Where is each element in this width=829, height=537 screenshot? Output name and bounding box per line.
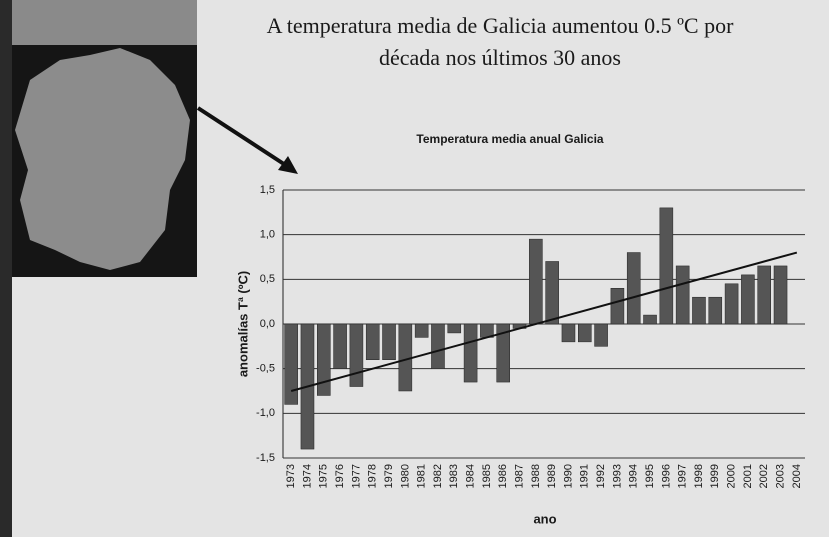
slide-title: A temperatura media de Galicia aumentou … [267,13,735,38]
x-tick-label: 2000 [726,464,738,488]
x-tick-label: 1991 [579,464,591,488]
bar [546,261,559,324]
x-tick-label: 1985 [481,464,493,488]
x-tick-label: 1998 [693,464,705,488]
x-tick-label: 1988 [530,464,542,488]
x-tick-label: 1983 [448,464,460,488]
y-tick-label: -0,5 [256,363,275,375]
y-tick-label: -1,0 [256,407,275,419]
page: {"slide": {"title": ["A temperatura medi… [0,0,829,537]
bar [758,266,771,324]
bar [383,324,396,360]
x-tick-label: 1997 [677,464,689,488]
x-tick-label: 1978 [367,464,379,488]
side-panel [12,0,197,45]
chart-title: Temperatura media anual Galicia [416,132,604,146]
bar [676,266,689,324]
slide-title: década nos últimos 30 anos [379,45,621,70]
x-tick-label: 1989 [546,464,558,488]
bar [774,266,787,324]
x-tick-label: 2003 [774,464,786,488]
slide: A temperatura media de Galicia aumentou … [0,0,829,537]
bar [334,324,347,369]
bar [660,208,673,324]
x-tick-label: 1992 [595,464,607,488]
bar [709,297,722,324]
x-tick-label: 1990 [562,464,574,488]
x-tick-label: 2001 [742,464,754,488]
x-tick-label: 2002 [758,464,770,488]
x-tick-label: 1973 [285,464,297,488]
x-tick-label: 1981 [416,464,428,488]
bar [741,275,754,324]
y-tick-label: 0,5 [260,273,275,285]
y-tick-label: 1,5 [260,184,275,196]
x-tick-label: 1984 [465,464,477,488]
bar [415,324,428,337]
bar [529,239,542,324]
x-tick-label: 1995 [644,464,656,488]
x-axis-label: ano [533,511,556,526]
bar [431,324,444,369]
bar [627,253,640,324]
bar [644,315,657,324]
x-tick-label: 1994 [628,464,640,488]
bar [578,324,591,342]
y-tick-label: 0,0 [260,318,275,330]
x-tick-label: 1977 [350,464,362,488]
x-tick-label: 1976 [334,464,346,488]
x-tick-label: 1987 [513,464,525,488]
y-tick-label: 1,0 [260,229,275,241]
bar [448,324,461,333]
y-tick-label: -1,5 [256,452,275,464]
x-tick-label: 2004 [791,464,803,488]
bar [611,288,624,324]
x-tick-label: 1974 [301,464,313,488]
bar [366,324,379,360]
bar [464,324,477,382]
x-tick-label: 1982 [432,464,444,488]
x-tick-label: 1993 [611,464,623,488]
bar [595,324,608,346]
x-tick-label: 1980 [399,464,411,488]
frame-edge [0,0,12,537]
bar [317,324,330,395]
bar [725,284,738,324]
x-tick-label: 1975 [318,464,330,488]
y-axis-label: anomalías Tª (ºC) [235,271,250,377]
bar [350,324,363,387]
bar [692,297,705,324]
x-tick-label: 1986 [497,464,509,488]
bar [285,324,298,404]
bar [562,324,575,342]
x-tick-label: 1979 [383,464,395,488]
x-tick-label: 1996 [660,464,672,488]
x-tick-label: 1999 [709,464,721,488]
